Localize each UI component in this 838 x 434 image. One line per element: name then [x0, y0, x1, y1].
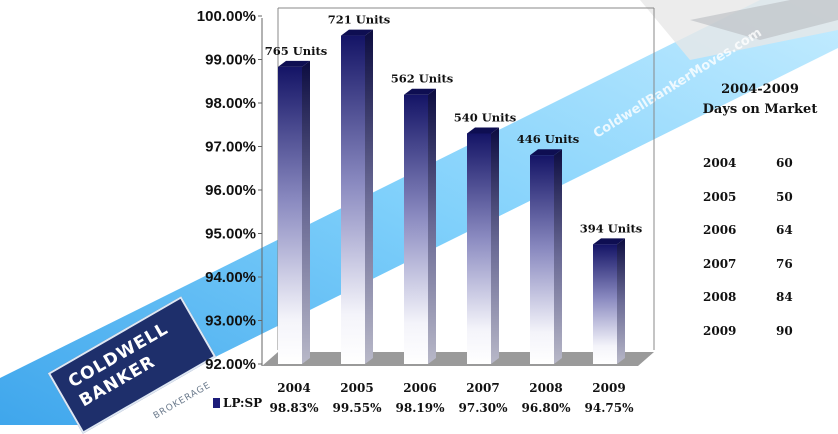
y-tick-label: 100.00% [197, 8, 256, 25]
units-label-2004: 765 Units [265, 44, 328, 58]
bar-side-2005 [365, 29, 373, 364]
x-category-label: 2009 [592, 381, 625, 395]
dom-year: 2007 [703, 256, 737, 271]
x-category-label: 2005 [340, 381, 373, 395]
legend-swatch [213, 398, 220, 408]
y-tick-label: 94.00% [205, 269, 256, 286]
y-tick-label: 98.00% [205, 95, 256, 112]
units-label-2009: 394 Units [580, 221, 643, 235]
units-label-2006: 562 Units [391, 72, 454, 86]
bar-top-2007 [467, 127, 499, 134]
value-label-2008: 96.80% [522, 401, 572, 415]
dom-days: 90 [776, 323, 793, 338]
bar-side-2007 [491, 127, 499, 364]
dom-days: 76 [776, 256, 793, 271]
value-label-2006: 98.19% [396, 401, 446, 415]
dom-year: 2004 [703, 156, 737, 170]
dom-year: 2005 [703, 189, 737, 204]
units-label-2007: 540 Units [454, 110, 517, 124]
dom-title-line2: Days on Market [702, 102, 818, 117]
y-tick-label: 96.00% [205, 182, 256, 199]
bar-top-2006 [404, 88, 436, 95]
value-label-2007: 97.30% [459, 401, 509, 415]
days-on-market-panel: 2004-2009 Days on Market [690, 80, 830, 120]
bar-side-2004 [302, 60, 310, 365]
bar-top-2008 [530, 149, 562, 156]
x-category-label: 2004 [277, 381, 310, 395]
units-label-2005: 721 Units [328, 13, 391, 27]
bar-2009 [593, 244, 617, 364]
bar-top-2009 [593, 238, 625, 245]
value-label-2004: 98.83% [270, 401, 320, 415]
bar-2008 [530, 155, 554, 364]
bar-2004 [278, 66, 302, 365]
dom-year: 2009 [703, 323, 737, 338]
dom-title-line1: 2004-2009 [721, 82, 799, 97]
bar-side-2008 [554, 149, 562, 364]
bar-top-2004 [278, 60, 310, 67]
dom-days: 64 [776, 223, 793, 237]
y-tick-label: 97.00% [205, 139, 256, 156]
bar-2006 [404, 94, 428, 365]
dom-year: 2008 [703, 290, 737, 304]
x-category-label: 2008 [529, 381, 562, 395]
bar-side-2006 [428, 88, 436, 365]
dom-days: 50 [776, 189, 793, 204]
y-tick-label: 92.00% [205, 356, 256, 373]
dom-days: 60 [776, 156, 793, 170]
legend-label: LP:SP [223, 396, 263, 410]
x-category-label: 2007 [466, 381, 499, 395]
bar-top-2005 [341, 29, 373, 36]
lp-sp-bar-chart: 100.00% 99.00% 98.00% 97.00% 96.00% 95.00% 94.… [197, 7, 655, 415]
chart-legend: LP:SP [213, 396, 262, 410]
bar-2005 [341, 35, 365, 364]
bar-2007 [467, 133, 491, 364]
units-label-2008: 446 Units [517, 132, 580, 146]
dom-year: 2006 [703, 223, 737, 237]
y-tick-label: 99.00% [205, 52, 256, 69]
value-label-2009: 94.75% [585, 401, 635, 415]
dom-days: 84 [776, 290, 793, 304]
y-tick-label: 95.00% [205, 226, 256, 243]
bar-side-2009 [617, 238, 625, 364]
value-label-2005: 99.55% [333, 401, 383, 415]
x-category-label: 2006 [403, 381, 436, 395]
y-tick-label: 93.00% [205, 313, 256, 330]
